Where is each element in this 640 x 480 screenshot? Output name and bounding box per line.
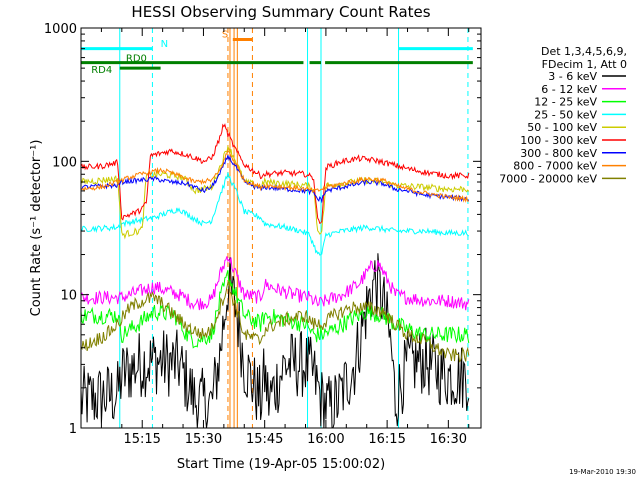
y-tick-label: 1: [69, 422, 77, 437]
series-line-5: [81, 123, 470, 224]
legend-entry-label: 12 - 25 keV: [534, 96, 597, 109]
y-tick-label: 1000: [44, 22, 77, 37]
series-line-7: [81, 149, 469, 203]
plot-frame: [80, 27, 482, 429]
flag-label: S: [222, 29, 228, 40]
series-line-1: [81, 256, 470, 311]
flag-label: N: [161, 39, 168, 50]
x-tick-label: 15:15: [123, 432, 160, 447]
x-tick-label: 16:15: [368, 432, 405, 447]
series-line-0: [81, 253, 470, 428]
x-tick-label: 15:30: [185, 432, 222, 447]
series-line-2: [81, 270, 470, 349]
plot-axes: [80, 27, 482, 429]
legend-header-line-1: Det 1,3,4,5,6,9,: [541, 45, 627, 58]
x-tick-label: 15:45: [246, 432, 283, 447]
legend-entry-label: 6 - 12 keV: [541, 83, 597, 96]
series-lines: [81, 123, 470, 428]
flag-bars: N S RD0 RD4: [81, 29, 473, 76]
x-tick-label: 16:00: [307, 432, 344, 447]
legend: Det 1,3,4,5,6,9, FDecim 1, Att 0 3 - 6 k…: [499, 45, 627, 185]
legend-entry-label: 25 - 50 keV: [534, 108, 597, 121]
flag-label: RD0: [126, 54, 147, 65]
x-tick-label: 16:30: [430, 432, 467, 447]
series-line-4: [81, 144, 470, 240]
flag-label: RD4: [91, 65, 112, 76]
legend-header-line-2: FDecim 1, Att 0: [542, 58, 627, 71]
timestamp-stamp: 19-Mar-2010 19:30: [569, 468, 636, 476]
legend-entry-label: 3 - 6 keV: [548, 70, 597, 83]
series-line-8: [81, 280, 470, 363]
y-tick-label: 10: [60, 289, 77, 304]
y-tick-label: 100: [52, 155, 77, 170]
legend-entry-label: 300 - 800 keV: [520, 147, 597, 160]
event-markers: [119, 28, 469, 428]
series-line-6: [81, 155, 470, 204]
legend-entry-label: 50 - 100 keV: [527, 121, 597, 134]
legend-entry-label: 100 - 300 keV: [520, 134, 597, 147]
tick-labels: 15:15 15:30 15:45 16:00 16:15 16:30 1 10 100 1000: [44, 22, 467, 447]
chart-title: HESSI Observing Summary Count Rates: [131, 3, 430, 21]
legend-entry-label: 7000 - 20000 keV: [499, 172, 597, 185]
legend-entry-label: 800 - 7000 keV: [513, 160, 597, 173]
series-line-3: [81, 172, 470, 256]
x-axis-label: Start Time (19-Apr-05 15:00:02): [177, 457, 385, 472]
y-axis-label: Count Rate (s⁻¹ detector⁻¹): [29, 140, 44, 317]
